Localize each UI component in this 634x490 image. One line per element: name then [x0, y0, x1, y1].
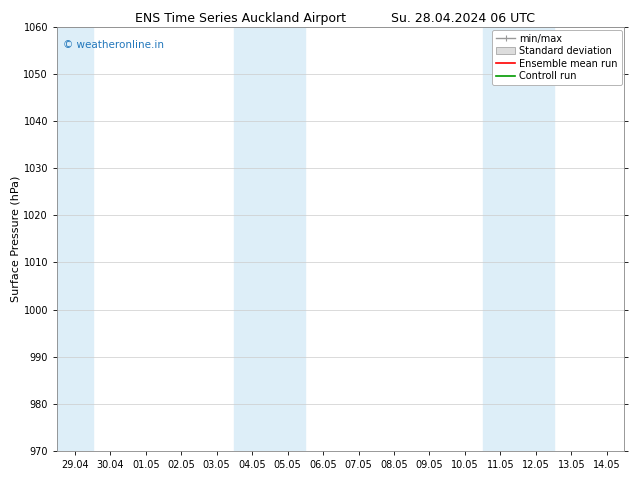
Legend: min/max, Standard deviation, Ensemble mean run, Controll run: min/max, Standard deviation, Ensemble me…	[492, 30, 621, 85]
Y-axis label: Surface Pressure (hPa): Surface Pressure (hPa)	[11, 176, 21, 302]
Text: ENS Time Series Auckland Airport: ENS Time Series Auckland Airport	[136, 12, 346, 25]
Bar	[235, 27, 306, 451]
Text: Su. 28.04.2024 06 UTC: Su. 28.04.2024 06 UTC	[391, 12, 535, 25]
Bar	[57, 27, 93, 451]
Text: © weatheronline.in: © weatheronline.in	[63, 40, 164, 49]
Bar	[482, 27, 553, 451]
